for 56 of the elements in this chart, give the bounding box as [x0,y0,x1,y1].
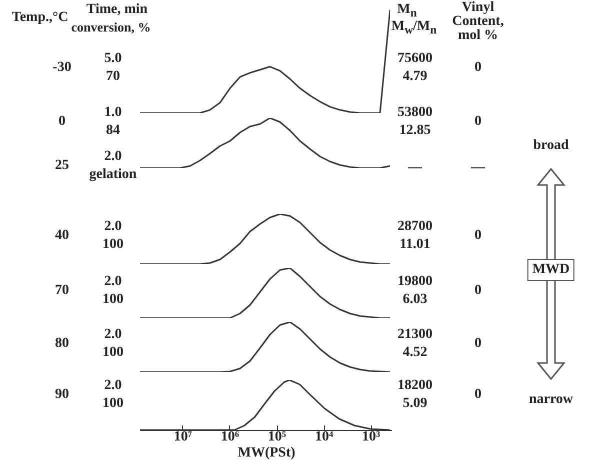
text: 21300 [398,327,432,342]
text: 28700 [398,219,432,234]
text: 0 [474,60,482,75]
text: — [408,160,422,175]
text: 25 [55,158,69,173]
x-tick-label: 10⁵ [268,430,286,444]
text: 11.01 [400,237,430,252]
text: 90 [55,387,69,402]
text: broad [533,138,569,153]
text: 2.0 [104,219,122,234]
text: 53800 [398,105,432,120]
annotation: Time, min [86,2,148,17]
text: 100 [102,345,124,360]
text: 80 [55,336,69,351]
text: 4.52 [402,345,428,360]
text: 19800 [398,274,432,289]
x-tick-label: 10³ [362,430,380,444]
text: Temp.,°C [12,10,68,25]
text: 40 [55,228,69,243]
text: 2.0 [104,327,122,342]
text: narrow [528,392,574,407]
x-axis-title: MW(PSt) [238,446,296,460]
annotation: M$_{w}$/M$_{n}$ [391,18,437,37]
text: 2.0 [104,149,122,164]
text: MWD [527,259,575,281]
text: 0 [58,114,66,129]
text: 2.0 [104,274,122,289]
text: M$_{n}$ [397,2,417,20]
annotation: gelation [89,167,137,182]
text: 5.09 [402,396,428,411]
text: 100 [102,292,124,307]
x-tick-label: 10⁶ [220,430,240,444]
text: 70 [55,283,69,298]
text: 5.0 [104,51,122,66]
text: 0 [474,114,482,129]
x-tick-label: 10⁷ [174,430,192,444]
text: 4.79 [402,69,428,84]
text: Vinyl Content, mol % [451,0,505,43]
text: 1.0 [104,105,122,120]
annotation: conversion, % [71,20,151,34]
text: 100 [102,396,124,411]
x-tick-label: 10⁴ [314,430,334,444]
text: 0 [474,228,482,243]
text: 0 [474,283,482,298]
text: 2.0 [104,378,122,393]
text: 6.03 [402,292,428,307]
text: 12.85 [399,123,431,138]
text: — [471,160,485,175]
text: 70 [106,69,120,84]
text: 100 [102,237,124,252]
text: 84 [106,123,120,138]
text: 0 [474,387,482,402]
text: 75600 [398,51,432,66]
text: 0 [474,336,482,351]
text: -30 [52,60,72,75]
text: 18200 [398,378,432,393]
